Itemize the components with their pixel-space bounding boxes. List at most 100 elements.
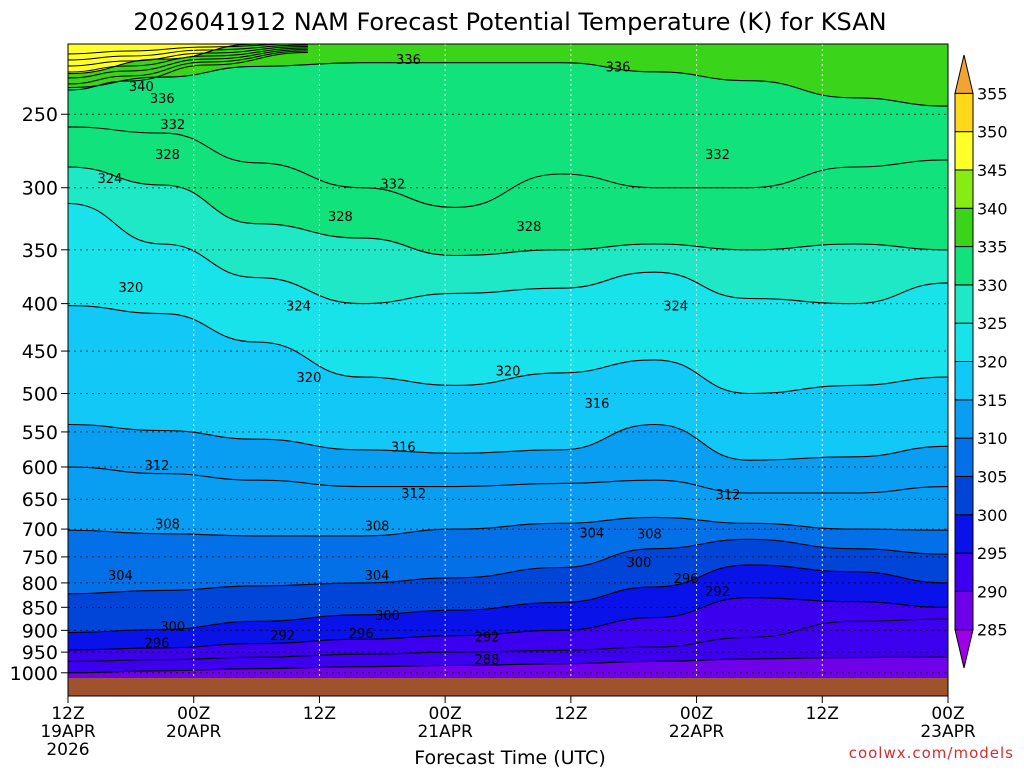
fill-band-warmest (68, 44, 948, 74)
isotherm-extra (68, 49, 309, 79)
plot-frame (67, 43, 949, 697)
y-tick-label: 850 (22, 597, 58, 619)
colorbar-swatch (954, 322, 974, 362)
contour-label: 328 (328, 210, 353, 225)
x-tick-label: 12Z (554, 704, 587, 724)
y-tick-label: 500 (22, 384, 58, 406)
contour-label: 316 (585, 397, 610, 412)
y-tick-label: 950 (22, 642, 58, 664)
y-tick-label: 600 (22, 457, 58, 479)
contour-label: 312 (145, 459, 170, 474)
colorbar-label: 335 (977, 238, 1008, 257)
contour-label: 296 (349, 627, 374, 642)
colorbar-swatch (954, 131, 974, 171)
colorbar-extend-low (954, 629, 974, 669)
x-tick-label: 00Z (931, 704, 964, 724)
colorbar-label: 345 (977, 161, 1008, 180)
contour-label: 324 (286, 300, 311, 315)
contour-label: 304 (365, 569, 390, 584)
contour-label: 292 (705, 585, 730, 600)
isotherm-296 (68, 597, 948, 651)
contour-label: 320 (496, 364, 521, 379)
contour-label: 340 (129, 80, 154, 95)
contour-label: 296 (674, 572, 699, 587)
colorbar-label: 325 (977, 314, 1008, 333)
colorbar-label: 340 (977, 199, 1008, 218)
contour-label: 320 (297, 371, 322, 386)
colorbar-swatch (954, 437, 974, 477)
isotherm-extra (68, 47, 309, 73)
colorbar-swatch (954, 399, 974, 439)
isotherm-extra (68, 50, 309, 85)
colorbar-label: 330 (977, 276, 1008, 295)
contour-label: 292 (475, 631, 500, 646)
y-tick-label: 350 (22, 240, 58, 262)
contour-label: 308 (365, 520, 390, 535)
x-tick-label: 00Z (177, 704, 210, 724)
contour-label: 312 (401, 487, 426, 502)
y-tick-label: 700 (22, 519, 58, 541)
contour-label: 332 (380, 178, 405, 193)
credit-text: coolwx.com/models (849, 744, 1014, 762)
isotherm-extra (68, 52, 309, 91)
isotherm-324 (68, 202, 948, 305)
colorbar-swatch (954, 475, 974, 516)
chart-title: 2026041912 NAM Forecast Potential Temper… (133, 8, 886, 36)
contour-label: 300 (160, 620, 185, 635)
y-tick-label: 650 (22, 489, 58, 511)
colorbar-label: 350 (977, 123, 1008, 142)
contour-label: 336 (150, 92, 175, 107)
colorbar-label: 310 (977, 429, 1008, 448)
contour-label: 332 (160, 118, 185, 133)
x-tick-label: 2026 (46, 740, 89, 760)
isotherm-extra (68, 46, 309, 67)
y-tick-label: 800 (22, 573, 58, 595)
contour-label: 336 (396, 53, 421, 68)
pressure-axis: 2503003504004505005506006507007508008509… (10, 104, 68, 685)
x-tick-label: 23APR (920, 722, 976, 742)
isotherm-288 (68, 656, 948, 674)
x-tick-label: 12Z (51, 704, 84, 724)
contour-label: 292 (270, 629, 295, 644)
colorbar-label: 300 (977, 506, 1008, 525)
isotherm-328 (68, 166, 948, 257)
x-tick-label: 12Z (806, 704, 839, 724)
isotherm-304 (68, 538, 948, 595)
contour-label: 312 (716, 488, 741, 503)
contour-label: 336 (606, 60, 631, 75)
isotherm-308 (68, 516, 948, 537)
contour-label: 324 (663, 300, 688, 315)
colorbar-label: 305 (977, 467, 1008, 486)
isotherm-extra (68, 44, 309, 61)
y-tick-label: 750 (22, 547, 58, 569)
y-tick-label: 450 (22, 341, 58, 363)
colorbar-swatch (954, 207, 974, 248)
contour-label: 296 (145, 637, 170, 652)
colorbar-swatch (954, 514, 974, 554)
contour-label: 332 (705, 148, 730, 163)
colorbar-label: 290 (977, 582, 1008, 601)
isotherm-300 (68, 564, 948, 634)
x-tick-label: 00Z (680, 704, 713, 724)
y-tick-label: 900 (22, 620, 58, 642)
y-tick-label: 250 (22, 104, 58, 126)
terrain-band (68, 678, 948, 696)
contour-label: 308 (155, 517, 180, 532)
contour-label: 304 (108, 569, 133, 584)
isotherm-316 (68, 423, 948, 461)
colorbar-swatch (954, 284, 974, 324)
colorbar-swatch (954, 246, 974, 286)
y-tick-label: 550 (22, 422, 58, 444)
colorbar-extend-high (954, 54, 974, 94)
contour-label: 300 (375, 609, 400, 624)
contour-label: 328 (155, 148, 180, 163)
colorbar: 285 290 295 300 305 310 315 320 325 330 335 340 345 3… (954, 54, 1008, 669)
isotherm-336 (68, 62, 948, 107)
x-tick-label: 22APR (669, 722, 725, 742)
isotherm-extra (68, 44, 309, 55)
colorbar-swatch (954, 92, 974, 133)
